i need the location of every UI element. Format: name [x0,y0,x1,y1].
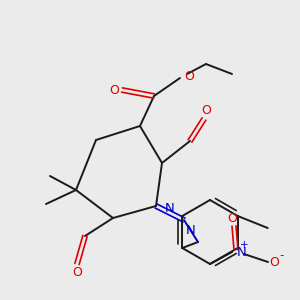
Text: N: N [186,224,196,238]
Text: O: O [72,266,82,280]
Text: O: O [269,256,279,268]
Text: +: + [240,240,248,250]
Text: O: O [201,104,211,118]
Text: O: O [109,85,119,98]
Text: N: N [165,202,175,215]
Text: O: O [227,212,237,224]
Text: O: O [184,70,194,83]
Text: -: - [280,250,284,262]
Text: N: N [237,245,247,259]
